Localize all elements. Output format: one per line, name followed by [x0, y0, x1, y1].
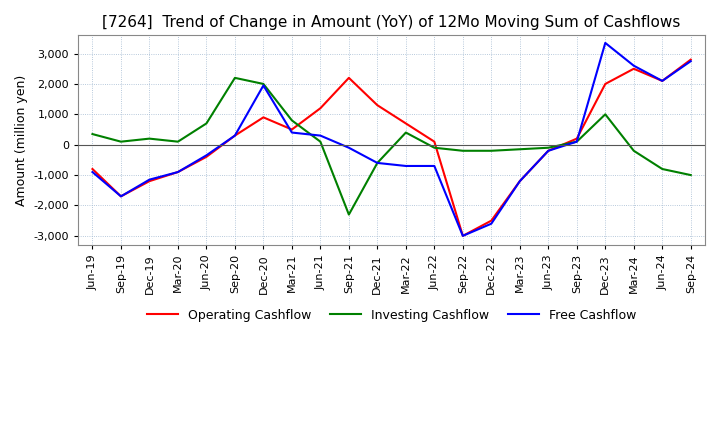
Free Cashflow — [345, 145, 354, 150]
Investing Cashflow — [430, 145, 438, 150]
Operating Cashflow — [430, 139, 438, 144]
Investing Cashflow — [230, 75, 239, 81]
Investing Cashflow — [316, 139, 325, 144]
Operating Cashflow — [117, 194, 125, 199]
Free Cashflow — [259, 83, 268, 88]
Y-axis label: Amount (million yen): Amount (million yen) — [15, 74, 28, 206]
Operating Cashflow — [345, 75, 354, 81]
Operating Cashflow — [88, 166, 96, 172]
Operating Cashflow — [145, 179, 154, 184]
Operating Cashflow — [202, 154, 211, 159]
Free Cashflow — [230, 133, 239, 138]
Investing Cashflow — [516, 147, 524, 152]
Operating Cashflow — [373, 103, 382, 108]
Free Cashflow — [430, 163, 438, 169]
Title: [7264]  Trend of Change in Amount (YoY) of 12Mo Moving Sum of Cashflows: [7264] Trend of Change in Amount (YoY) o… — [102, 15, 681, 30]
Free Cashflow — [402, 163, 410, 169]
Investing Cashflow — [88, 132, 96, 137]
Operating Cashflow — [601, 81, 610, 87]
Free Cashflow — [516, 179, 524, 184]
Operating Cashflow — [658, 78, 667, 84]
Investing Cashflow — [487, 148, 495, 154]
Free Cashflow — [202, 153, 211, 158]
Free Cashflow — [601, 40, 610, 46]
Operating Cashflow — [287, 127, 296, 132]
Free Cashflow — [174, 169, 182, 175]
Line: Free Cashflow: Free Cashflow — [92, 43, 690, 236]
Operating Cashflow — [544, 148, 553, 154]
Free Cashflow — [686, 59, 695, 64]
Free Cashflow — [117, 194, 125, 199]
Investing Cashflow — [259, 81, 268, 87]
Operating Cashflow — [686, 57, 695, 62]
Free Cashflow — [373, 160, 382, 165]
Investing Cashflow — [373, 160, 382, 165]
Operating Cashflow — [230, 133, 239, 138]
Operating Cashflow — [259, 115, 268, 120]
Investing Cashflow — [287, 118, 296, 123]
Operating Cashflow — [174, 169, 182, 175]
Investing Cashflow — [402, 130, 410, 135]
Free Cashflow — [572, 139, 581, 144]
Investing Cashflow — [202, 121, 211, 126]
Legend: Operating Cashflow, Investing Cashflow, Free Cashflow: Operating Cashflow, Investing Cashflow, … — [142, 304, 642, 327]
Operating Cashflow — [402, 121, 410, 126]
Operating Cashflow — [316, 106, 325, 111]
Free Cashflow — [316, 133, 325, 138]
Free Cashflow — [629, 63, 638, 68]
Operating Cashflow — [459, 233, 467, 238]
Free Cashflow — [88, 169, 96, 175]
Free Cashflow — [487, 221, 495, 226]
Line: Investing Cashflow: Investing Cashflow — [92, 78, 690, 215]
Operating Cashflow — [516, 179, 524, 184]
Investing Cashflow — [145, 136, 154, 141]
Investing Cashflow — [601, 112, 610, 117]
Investing Cashflow — [544, 145, 553, 150]
Investing Cashflow — [629, 148, 638, 154]
Investing Cashflow — [345, 212, 354, 217]
Investing Cashflow — [572, 139, 581, 144]
Investing Cashflow — [686, 172, 695, 178]
Investing Cashflow — [117, 139, 125, 144]
Free Cashflow — [145, 177, 154, 182]
Line: Operating Cashflow: Operating Cashflow — [92, 60, 690, 236]
Operating Cashflow — [629, 66, 638, 71]
Free Cashflow — [459, 233, 467, 238]
Free Cashflow — [658, 78, 667, 84]
Operating Cashflow — [572, 136, 581, 141]
Operating Cashflow — [487, 218, 495, 223]
Free Cashflow — [287, 130, 296, 135]
Investing Cashflow — [658, 166, 667, 172]
Investing Cashflow — [174, 139, 182, 144]
Investing Cashflow — [459, 148, 467, 154]
Free Cashflow — [544, 148, 553, 154]
